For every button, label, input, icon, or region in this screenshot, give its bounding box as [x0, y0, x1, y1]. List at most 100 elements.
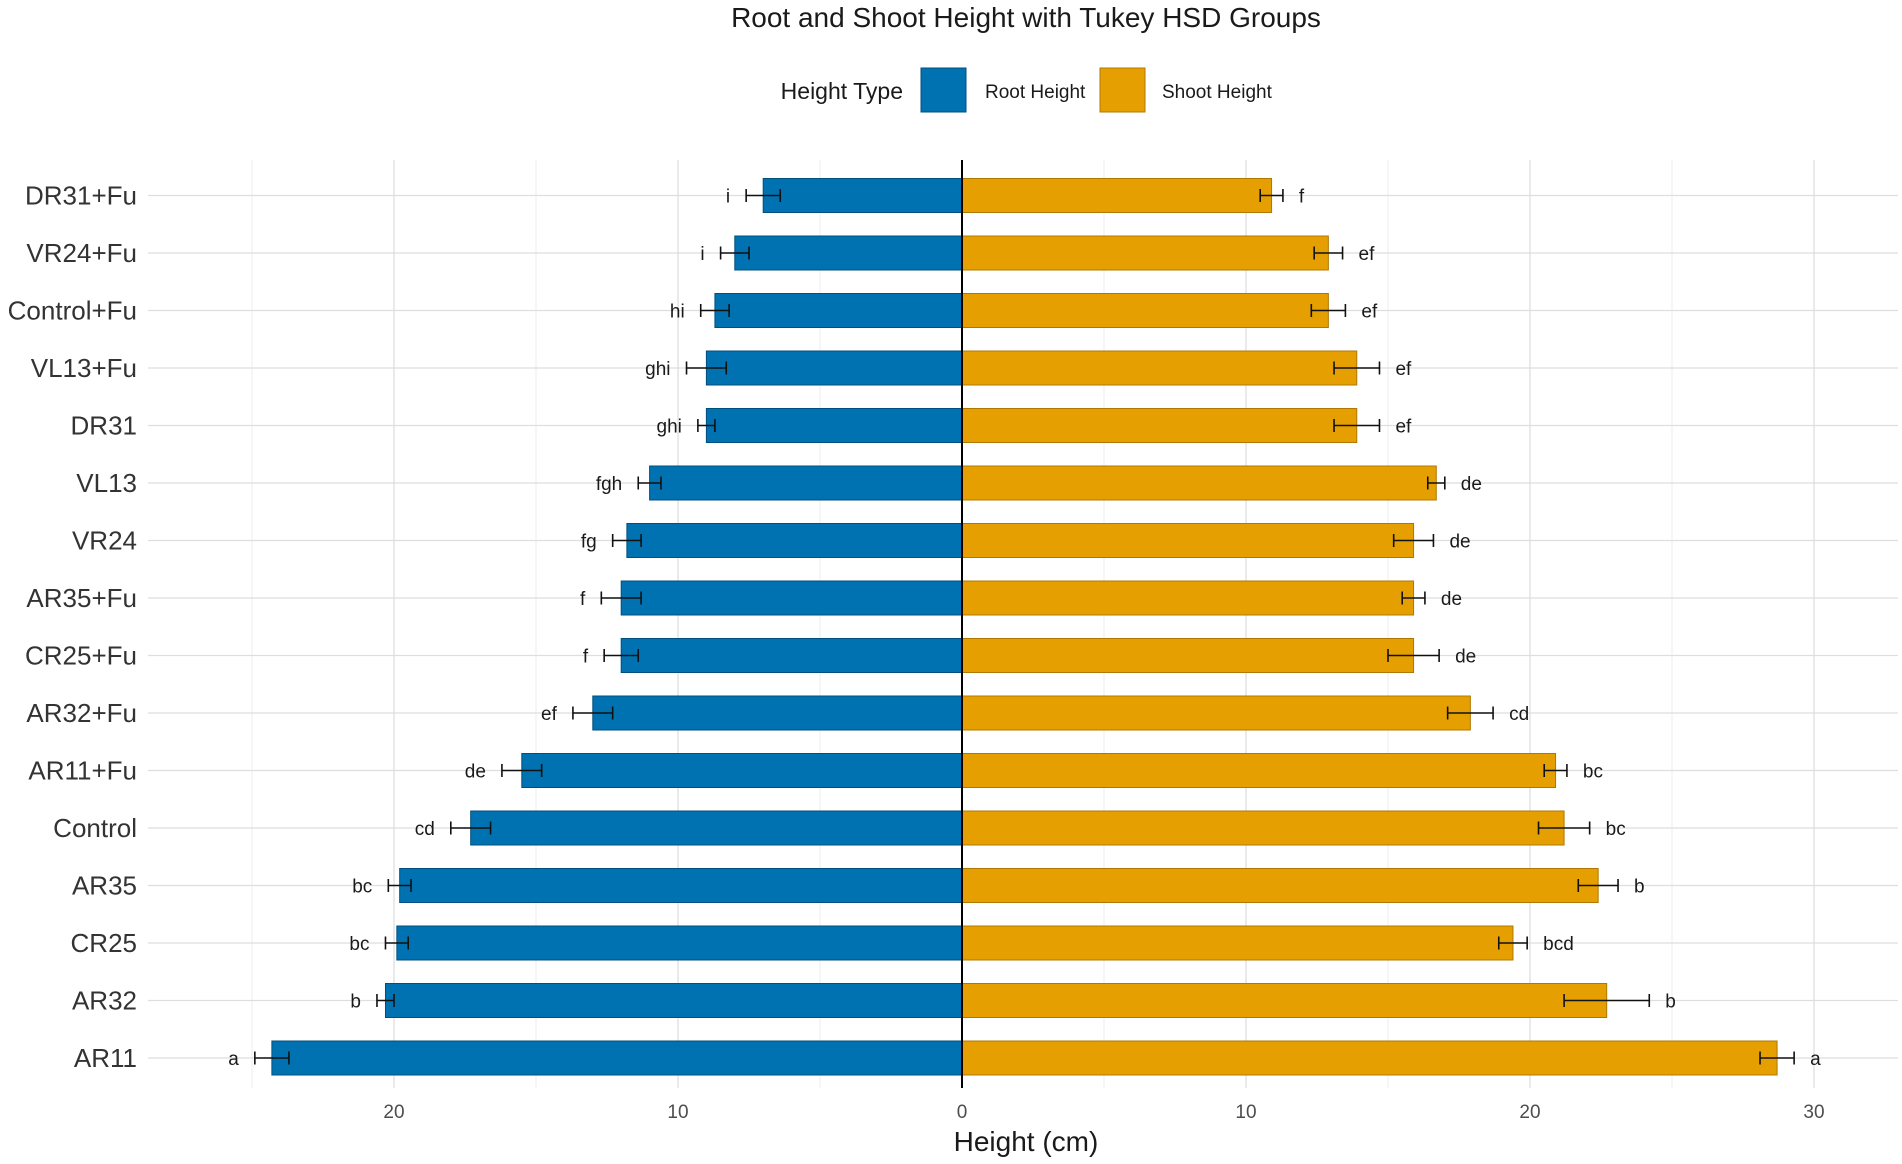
error-bar — [1387, 649, 1440, 662]
bar-shoot-height — [961, 810, 1565, 846]
bar-shoot-height — [961, 408, 1358, 443]
category-label: CR25 — [71, 928, 137, 958]
tukey-group-label: cd — [1509, 704, 1529, 725]
bar-shoot-height — [961, 235, 1329, 271]
bar-root-height — [271, 1040, 963, 1076]
error-bars — [254, 189, 1795, 1065]
error-bar — [1259, 189, 1284, 202]
bar-shoot-height — [961, 580, 1415, 616]
category-label: VL13+Fu — [31, 353, 137, 383]
tukey-group-label: ghi — [657, 417, 682, 438]
bar-root-height — [705, 350, 963, 386]
error-bar — [1446, 706, 1494, 720]
bar-shoot-height — [961, 350, 1358, 386]
bar-shoot-height — [961, 925, 1514, 961]
x-tick-label: 30 — [1803, 1102, 1824, 1123]
tukey-group-label: f — [583, 647, 589, 668]
error-bar — [699, 304, 730, 317]
error-bar — [1401, 591, 1426, 605]
bar-shoot-height — [961, 638, 1415, 673]
tukey-group-label: de — [1455, 647, 1476, 668]
error-bar — [387, 879, 412, 892]
category-label: CR25+Fu — [25, 641, 137, 671]
legend-label-root: Root Height — [985, 82, 1086, 103]
tukey-group-label: de — [465, 762, 486, 783]
tukey-group-label: fgh — [596, 474, 622, 495]
bar-shoot-height — [961, 523, 1415, 558]
bar-root-height — [734, 235, 963, 271]
error-bar — [1313, 246, 1344, 260]
bar-root-height — [714, 293, 963, 328]
legend: Height Type Root Height Shoot Height — [781, 67, 1273, 113]
x-tick-label: 10 — [1235, 1102, 1256, 1123]
error-bar — [745, 189, 782, 202]
x-tick-label: 20 — [383, 1102, 404, 1123]
bar-root-height — [620, 580, 963, 616]
x-tick-label: 10 — [667, 1102, 688, 1123]
tukey-group-labels: i i hi ghi ghi fgh fg f f ef de cd bc bc b a f ef ef ef ef de… — [228, 187, 1821, 1071]
tukey-group-label: bcd — [1543, 934, 1574, 955]
bar-root-height — [705, 408, 963, 443]
tukey-group-label: ef — [1395, 359, 1412, 380]
tukey-group-label: f — [580, 589, 586, 610]
error-bar — [384, 936, 410, 950]
category-labels: DR31+Fu VR24+Fu Control+Fu VL13+Fu DR31 VL13 V… — [8, 181, 137, 1074]
category-label: VR24 — [72, 526, 137, 556]
error-bar — [1310, 304, 1347, 317]
bar-shoot-height — [961, 983, 1608, 1018]
tukey-group-label: ghi — [645, 359, 670, 380]
bar-root-height — [649, 465, 963, 501]
tukey-group-label: bc — [1606, 819, 1626, 840]
bar-shoot-height — [961, 868, 1599, 903]
error-bar — [603, 649, 640, 662]
category-label: DR31+Fu — [25, 181, 137, 211]
error-bar — [1543, 764, 1568, 777]
tukey-group-label: a — [1810, 1049, 1821, 1070]
tukey-group-label: hi — [670, 302, 685, 323]
error-bar — [572, 706, 614, 720]
chart-title: Root and Shoot Height with Tukey HSD Gro… — [731, 2, 1321, 33]
x-tick-labels: 20 10 0 10 20 30 — [383, 1102, 1824, 1123]
error-bar — [719, 246, 750, 260]
error-bar — [1537, 821, 1591, 835]
tukey-group-label: cd — [415, 819, 435, 840]
tukey-group-label: fg — [581, 532, 597, 553]
tukey-group-label: bc — [352, 877, 372, 898]
error-bar — [600, 591, 642, 605]
x-axis-title: Height (cm) — [954, 1126, 1099, 1157]
error-bar — [1426, 476, 1446, 490]
tukey-group-label: f — [1299, 187, 1305, 208]
tukey-group-label: de — [1449, 532, 1470, 553]
error-bar — [1392, 534, 1435, 547]
bar-root-height — [470, 810, 963, 846]
category-label: AR35 — [72, 871, 137, 901]
bar-root-height — [396, 925, 963, 961]
category-label: DR31 — [71, 411, 137, 441]
bar-shoot-height — [961, 1040, 1778, 1076]
tukey-group-label: bc — [349, 934, 369, 955]
category-label: VL13 — [76, 468, 137, 498]
category-label: Control+Fu — [8, 296, 137, 326]
legend-swatch-shoot — [1099, 67, 1146, 113]
error-bar — [1333, 419, 1381, 432]
bar-shoot-height — [961, 178, 1273, 213]
bar-root-height — [521, 753, 963, 788]
error-bar — [501, 764, 543, 777]
bar-root-height — [384, 983, 963, 1018]
tukey-group-label: i — [700, 244, 704, 265]
error-bar — [611, 534, 642, 547]
error-bar — [1577, 879, 1619, 892]
tukey-group-label: de — [1461, 474, 1482, 495]
error-bar — [376, 994, 395, 1007]
error-bar — [685, 361, 728, 375]
error-bar — [1333, 361, 1381, 375]
category-label: AR11 — [74, 1043, 137, 1073]
legend-swatch-root — [920, 67, 967, 113]
error-bar — [254, 1051, 290, 1065]
category-label: VR24+Fu — [26, 238, 137, 268]
bar-root-height — [626, 523, 963, 558]
bars — [271, 178, 1778, 1076]
legend-title: Height Type — [781, 78, 903, 104]
error-bar — [697, 419, 716, 432]
